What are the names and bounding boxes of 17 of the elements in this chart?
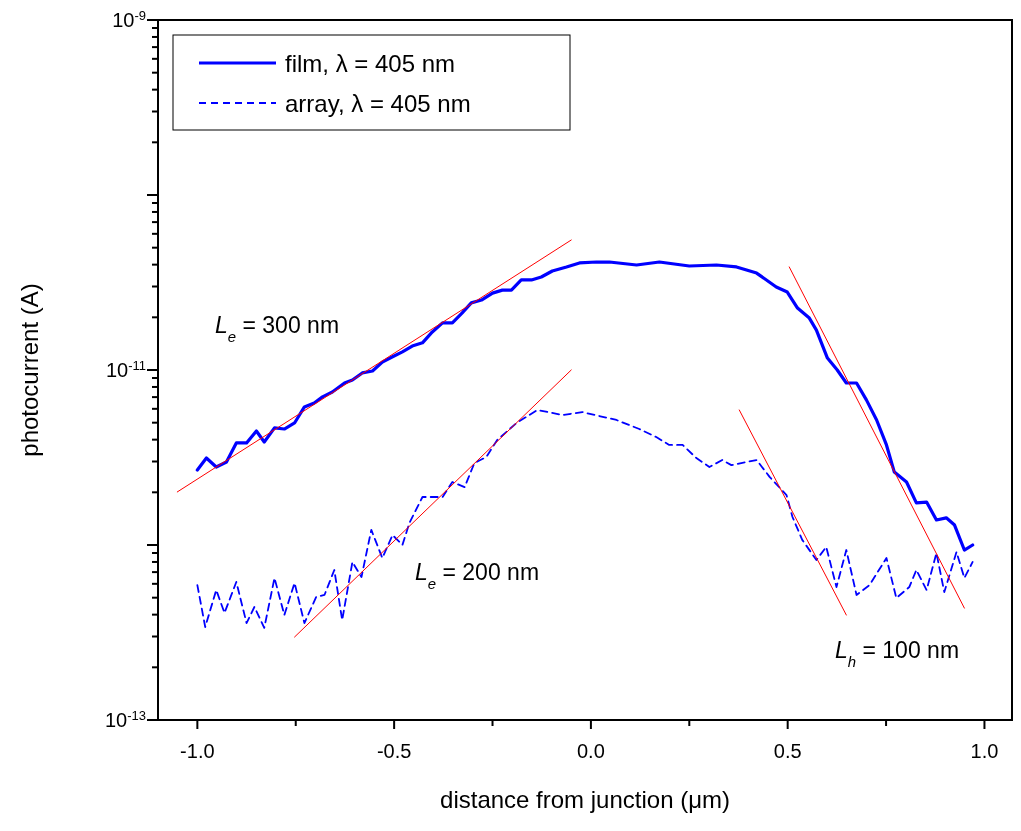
y-tick-label: 10$^{-9}$ <box>112 7 146 31</box>
x-tick-label: 1.0 <box>970 740 999 762</box>
x-tick-label: -0.5 <box>376 740 412 762</box>
annotation: L$_{e}$ = 300 nm <box>215 312 340 345</box>
annotation: L$_{e}$ = 200 nm <box>415 559 540 592</box>
x-tick-label: -1.0 <box>180 740 215 762</box>
annotation: L$_{h}$ = 100 nm <box>835 637 960 670</box>
line-series <box>196 409 974 629</box>
y-tick-label: 10$^{-11}$ <box>105 357 146 381</box>
y-axis-title: photocurrent (A) <box>16 283 43 457</box>
line-series <box>195 260 975 552</box>
legend-label: array, λ = 405 nm <box>285 90 471 117</box>
x-axis-title: distance from junction (μm) <box>440 786 730 813</box>
x-tick-label: 0.0 <box>577 740 605 762</box>
x-tick-label: 0.5 <box>773 740 802 762</box>
legend-label: film, λ = 405 nm <box>285 50 456 77</box>
y-tick-label: 10$^{-13}$ <box>104 707 146 731</box>
